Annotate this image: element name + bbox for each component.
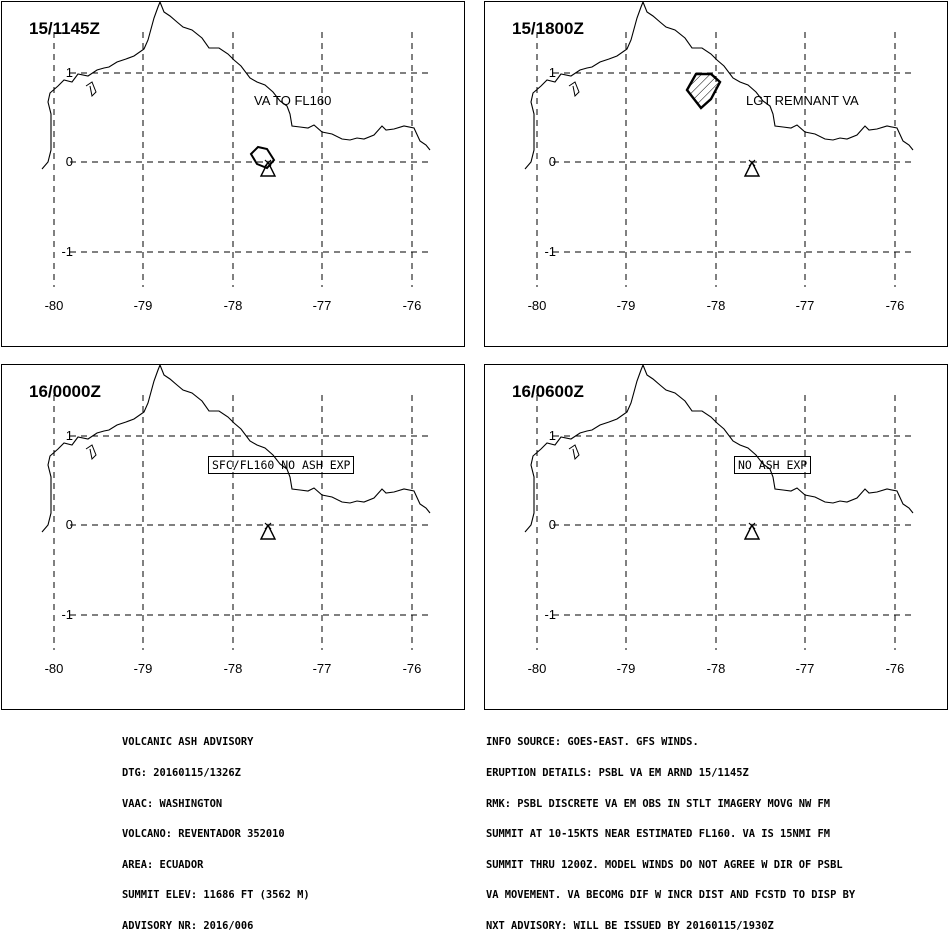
latitude-label: -1	[61, 244, 73, 259]
ash-cloud-area	[249, 145, 276, 170]
ash-annotation: VA TO FL160	[254, 93, 332, 108]
volcano-icon	[743, 159, 761, 177]
longitude-label: -76	[403, 298, 422, 313]
advisory-line: DTG: 20160115/1326Z	[122, 767, 241, 779]
forecast-panel-1800z: -80 -79 -78 -77 -76 1 0 -1 15/1800Z LGT REMNANT…	[484, 1, 948, 347]
longitude-label: -80	[45, 298, 64, 313]
panel-time-label: 15/1800Z	[512, 19, 584, 38]
advisory-line: VOLCANO: REVENTADOR 352010	[122, 828, 285, 841]
latitude-label: 0	[549, 517, 556, 532]
map-canvas: -80 -79 -78 -77 -76 1 0 -1	[41, 2, 431, 313]
advisory-line: VA MOVEMENT. VA BECOMG DIF W INCR DIST A…	[486, 889, 856, 902]
coastline	[524, 365, 914, 533]
ash-annotation: LGT REMNANT VA	[746, 93, 859, 108]
longitude-label: -77	[313, 298, 332, 313]
latitude-label: 1	[66, 428, 73, 443]
longitude-label: -80	[528, 661, 547, 676]
ash-cloud-area	[685, 72, 722, 110]
coastline-detail	[85, 81, 97, 98]
advisory-line: VOLCANIC ASH ADVISORY	[122, 736, 254, 749]
advisory-line: RMK: PSBL DISCRETE VA EM OBS IN STLT IMA…	[486, 797, 831, 810]
latitude-label: 0	[549, 154, 556, 169]
advisory-line: ERUPTION DETAILS: PSBL VA EM ARND 15/114…	[486, 767, 749, 779]
lat-lon-grid	[536, 32, 913, 287]
coastline-detail	[568, 444, 580, 461]
latitude-label: 0	[66, 517, 73, 532]
longitude-label: -76	[886, 661, 905, 676]
advisory-header-block: VOLCANIC ASH ADVISORY DTG: 20160115/1326…	[122, 717, 310, 941]
longitude-label: -79	[617, 661, 636, 676]
latitude-label: 0	[66, 154, 73, 169]
lat-lon-grid	[53, 395, 430, 650]
ash-annotation-box: NO ASH EXP	[734, 456, 812, 474]
longitude-label: -76	[886, 298, 905, 313]
panel-time-label: 16/0000Z	[29, 382, 101, 401]
coastline-detail	[85, 444, 97, 461]
advisory-line: NXT ADVISORY: WILL BE ISSUED BY 20160115…	[486, 919, 774, 932]
latitude-label: -1	[544, 244, 556, 259]
latitude-label: -1	[544, 607, 556, 622]
map-canvas: -80 -79 -78 -77 -76 1 0 -1	[524, 2, 914, 313]
latitude-label: 1	[549, 65, 556, 80]
volcano-icon	[259, 522, 277, 540]
coastline	[41, 2, 431, 170]
longitude-label: -80	[528, 298, 547, 313]
coastline	[41, 365, 431, 533]
forecast-panel-0000z: -80 -79 -78 -77 -76 1 0 -1 16/0000Z SFC/FL160 N…	[1, 364, 465, 710]
longitude-label: -79	[617, 298, 636, 313]
advisory-line: SUMMIT AT 10-15KTS NEAR ESTIMATED FL160.…	[486, 828, 831, 841]
lat-lon-grid	[53, 32, 430, 287]
coastline	[524, 2, 914, 170]
map-canvas: -80 -79 -78 -77 -76 1 0 -1	[524, 365, 914, 676]
longitude-label: -77	[796, 298, 815, 313]
longitude-label: -77	[313, 661, 332, 676]
longitude-label: -80	[45, 661, 64, 676]
longitude-label: -78	[707, 661, 726, 676]
ash-annotation-box: SFC/FL160 NO ASH EXP	[208, 456, 355, 474]
latitude-label: 1	[66, 65, 73, 80]
longitude-label: -77	[796, 661, 815, 676]
longitude-label: -76	[403, 661, 422, 676]
advisory-line: AREA: ECUADOR	[122, 858, 204, 871]
volcano-icon	[743, 522, 761, 540]
longitude-label: -79	[134, 661, 153, 676]
longitude-label: -78	[707, 298, 726, 313]
map-canvas: -80 -79 -78 -77 -76 1 0 -1	[41, 365, 431, 676]
advisory-line: ADVISORY NR: 2016/006	[122, 919, 254, 932]
advisory-line: SUMMIT ELEV: 11686 FT (3562 M)	[122, 889, 310, 902]
longitude-label: -78	[224, 661, 243, 676]
coastline-detail	[568, 81, 580, 98]
advisory-line: SUMMIT THRU 1200Z. MODEL WINDS DO NOT AG…	[486, 858, 843, 871]
longitude-label: -79	[134, 298, 153, 313]
advisory-line: INFO SOURCE: GOES-EAST. GFS WINDS.	[486, 736, 699, 749]
advisory-line: VAAC: WASHINGTON	[122, 797, 223, 810]
forecast-panel-0600z: -80 -79 -78 -77 -76 1 0 -1 16/0600Z NO ASH EXP	[484, 364, 948, 710]
longitude-label: -78	[224, 298, 243, 313]
latitude-label: 1	[549, 428, 556, 443]
lat-lon-grid	[536, 395, 913, 650]
latitude-label: -1	[61, 607, 73, 622]
panel-time-label: 16/0600Z	[512, 382, 584, 401]
forecast-panel-1145z: -80 -79 -78 -77 -76 1 0 -1 15/1145Z VA TO FL160	[1, 1, 465, 347]
panel-time-label: 15/1145Z	[29, 19, 100, 38]
advisory-details-block: INFO SOURCE: GOES-EAST. GFS WINDS. ERUPT…	[486, 717, 855, 941]
